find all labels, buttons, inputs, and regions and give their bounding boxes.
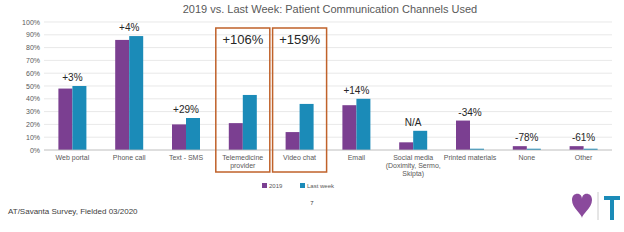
category-label: None: [518, 154, 535, 161]
bar: [300, 104, 314, 150]
bar: [413, 131, 427, 150]
category-label: Telemedicineprovider: [222, 154, 263, 170]
annotation: -34%: [458, 107, 481, 118]
tick-label: 60%: [26, 70, 40, 77]
category-line: Other: [575, 154, 593, 161]
bar: [58, 89, 72, 150]
annotation: +106%: [222, 32, 263, 47]
category-line: provider: [230, 162, 256, 170]
category-label: Text - SMS: [169, 154, 204, 161]
category-label: Email: [348, 154, 366, 161]
category-line: Printed materials: [444, 154, 497, 161]
category-line: Video chat: [283, 154, 316, 161]
bar: [342, 105, 356, 150]
tick-label: 20%: [26, 121, 40, 128]
category-label: Web portal: [56, 154, 90, 162]
annotation: +14%: [343, 85, 369, 96]
category-line: Text - SMS: [169, 154, 204, 161]
annotation: +159%: [279, 32, 320, 47]
bar: [186, 118, 200, 150]
category-line: Phone call: [113, 154, 146, 161]
category-label: Phone call: [113, 154, 146, 161]
annotation: +4%: [119, 22, 139, 33]
legend-swatch: [262, 183, 267, 188]
grid-line: [44, 34, 612, 35]
legend-label: 2019: [269, 183, 283, 189]
bar: [172, 124, 186, 150]
bar: [129, 36, 143, 150]
legend-label: Last week: [307, 183, 335, 189]
tick-label: 40%: [26, 95, 40, 102]
tick-label: 100%: [22, 19, 40, 26]
bar: [570, 146, 584, 150]
category-label: Other: [575, 154, 593, 161]
category-label: Social media(Doximity, Sermo,Skipta): [386, 154, 441, 178]
tick-label: 50%: [26, 83, 40, 90]
tick-label: 80%: [26, 44, 40, 51]
chart: 2019 vs. Last Week: Patient Communicatio…: [0, 0, 624, 232]
axis-line: [44, 150, 612, 151]
category-label: Printed materials: [444, 154, 497, 161]
annotation: -61%: [572, 132, 595, 143]
bar: [229, 123, 243, 150]
title: 2019 vs. Last Week: Patient Communicatio…: [183, 3, 478, 15]
tick-label: 0%: [30, 147, 40, 154]
bar: [513, 146, 527, 150]
annotation: -78%: [515, 132, 538, 143]
category-line: Web portal: [56, 154, 90, 162]
bar: [115, 40, 129, 150]
category-line: Skipta): [402, 170, 424, 178]
category-line: Email: [348, 154, 366, 161]
source: AT/Savanta Survey, Fielded 03/2020: [8, 207, 138, 216]
annotation: +3%: [62, 72, 82, 83]
category-line: Telemedicine: [222, 154, 263, 161]
category-line: None: [518, 154, 535, 161]
bar: [243, 95, 257, 150]
bar: [72, 86, 86, 150]
bar: [399, 142, 413, 150]
bar: [286, 132, 300, 150]
page-number: 7: [310, 200, 314, 206]
logo-mark: [604, 196, 620, 220]
grid-line: [44, 150, 612, 151]
logo-heart: [572, 194, 592, 218]
category-line: Social media: [393, 154, 433, 161]
legend-swatch: [300, 183, 305, 188]
tick-label: 30%: [26, 108, 40, 115]
annotation: N/A: [405, 117, 422, 128]
logo-divider: [598, 192, 599, 220]
bars: [58, 36, 597, 150]
highlight-box: [273, 28, 327, 172]
bar: [356, 99, 370, 150]
highlight-box: [216, 28, 270, 172]
category-label: Video chat: [283, 154, 316, 161]
category-line: (Doximity, Sermo,: [386, 162, 441, 170]
tick-label: 90%: [26, 31, 40, 38]
annotation: +29%: [173, 104, 199, 115]
bar: [456, 121, 470, 150]
tick-label: 10%: [26, 134, 40, 141]
tick-label: 70%: [26, 57, 40, 64]
